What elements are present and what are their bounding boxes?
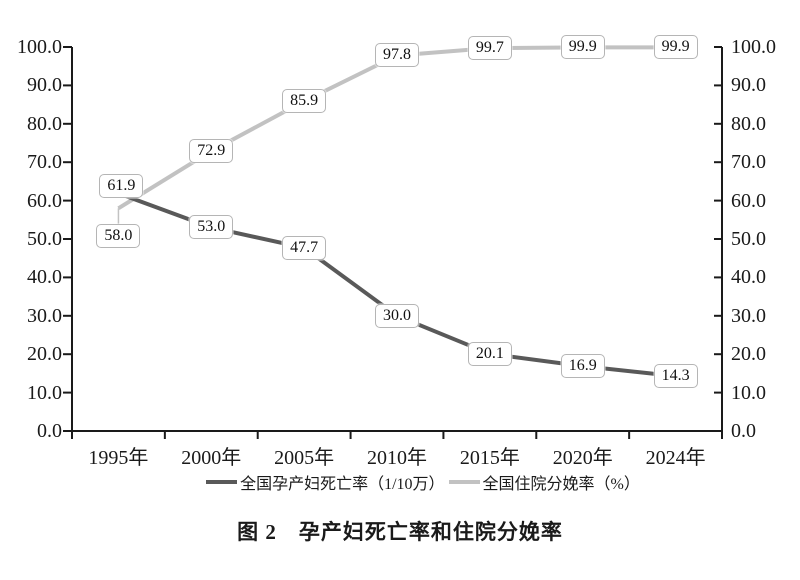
legend-item-hospital-delivery-rate: 全国住院分娩率（%） xyxy=(448,470,640,494)
legend-label: 全国住院分娩率（%） xyxy=(482,476,640,493)
legend-label: 全国孕产妇死亡率（1/10万） xyxy=(240,476,445,493)
legend-line-swatch xyxy=(448,480,480,484)
legend-item-maternal-mortality-rate: 全国孕产妇死亡率（1/10万） xyxy=(206,470,445,494)
line-hospital-delivery-rate xyxy=(117,45,676,210)
figure-caption: 图 2 孕产妇死亡率和住院分娩率 xyxy=(237,520,563,544)
legend-line-swatch xyxy=(206,480,238,484)
chart-legend: 全国孕产妇死亡率（1/10万） 全国住院分娩率（%） xyxy=(23,470,800,494)
line-maternal-mortality-rate xyxy=(117,191,676,379)
